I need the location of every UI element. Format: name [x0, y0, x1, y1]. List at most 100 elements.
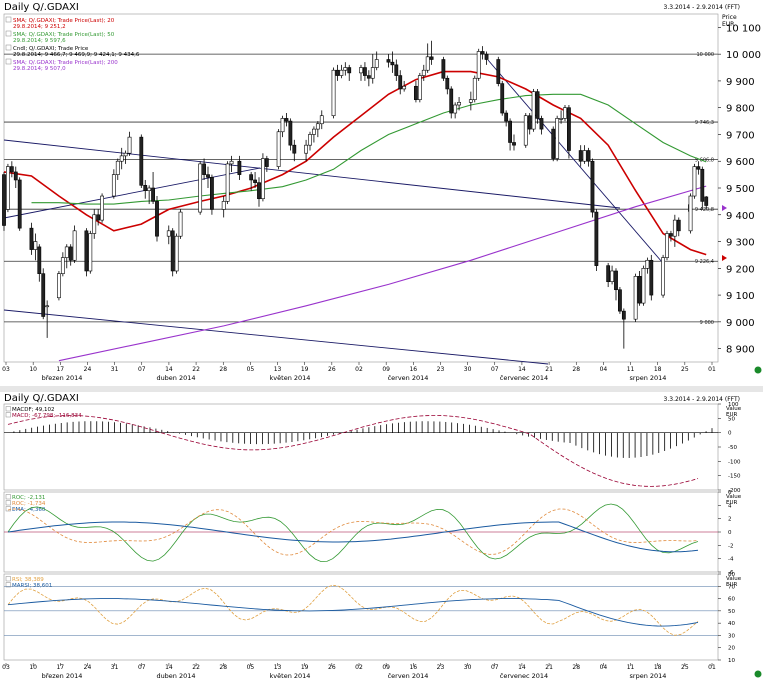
date-day-label: 28: [572, 664, 580, 671]
candle-body: [253, 179, 257, 183]
date-day-label: 11: [627, 664, 635, 671]
candle-body: [319, 115, 324, 125]
roc-line: [7, 503, 699, 563]
date-day-label: 17: [56, 664, 64, 671]
trendline: [3, 139, 621, 209]
legend-checkbox: [5, 412, 11, 418]
price-axis-currency: EUR: [722, 21, 734, 28]
sma50-line: [31, 93, 707, 205]
candle-body: [578, 150, 583, 162]
candle-body: [594, 211, 599, 266]
panel-unit: Value: [726, 576, 742, 582]
candle-body: [704, 196, 709, 206]
candle-body: [100, 195, 104, 221]
date-day-label: 28: [219, 366, 227, 373]
panel-tick-label: 0: [728, 431, 732, 437]
candle-body: [523, 115, 528, 146]
price-tick-label: 9 500: [726, 184, 755, 195]
date-day-label: 18: [654, 366, 662, 373]
candle-body: [347, 67, 352, 74]
candle-body: [484, 53, 489, 60]
date-month-label: červenec 2014: [500, 672, 548, 680]
divider-status-icon: [754, 366, 762, 374]
candle-body: [331, 69, 336, 117]
date-day-label: 07: [138, 366, 146, 373]
chart-title: Daily Q/.GDAXI: [4, 2, 79, 13]
candle-body: [308, 134, 312, 146]
date-month-label: duben 2014: [156, 672, 195, 680]
level-label: 9 226,4: [695, 259, 714, 265]
date-day-label: 16: [409, 366, 417, 373]
candle-body: [531, 91, 536, 130]
candle-body: [88, 233, 93, 272]
candle-body: [6, 166, 10, 210]
legend-checkbox: [5, 406, 11, 412]
candle-body: [425, 56, 430, 71]
candle-body: [139, 136, 144, 186]
legend-series-name: EMA; -4,360: [12, 507, 46, 513]
candle-body: [370, 67, 375, 79]
candle-body: [614, 270, 618, 291]
panel-tick-label: -2: [728, 543, 733, 549]
date-day-label: 23: [437, 664, 445, 671]
date-axis-bottom: 03 10 17 24 31 07 14 22 28 05 13 19 26 02 09 16 23 30 07 14…: [2, 663, 716, 680]
panel-tick-label: 20: [728, 646, 735, 652]
date-day-label: 23: [437, 366, 445, 373]
date-day-label: 14: [165, 366, 173, 373]
panel-tick-label: -200: [728, 488, 741, 494]
candle-body: [84, 230, 89, 272]
legend-series-name: RSI; 38,389: [12, 577, 44, 583]
roc2-line: [7, 508, 699, 556]
candle-body: [508, 120, 512, 143]
panel-tick-label: -50: [728, 445, 737, 451]
date-day-label: 04: [600, 664, 608, 671]
date-day-label: 25: [681, 664, 689, 671]
panel-tick-label: 0: [728, 530, 732, 536]
panel-tick-label: -150: [728, 474, 741, 480]
candle-body: [669, 233, 673, 237]
date-day-label: 01: [708, 366, 716, 373]
panel-currency: EUR: [726, 582, 738, 588]
candle-body: [414, 85, 418, 100]
panel-tick-label: 10: [728, 658, 735, 664]
candle-body: [13, 171, 18, 181]
date-month-label: březen 2014: [42, 672, 83, 680]
date-day-label: 10: [29, 664, 37, 671]
date-month-label: květen 2014: [270, 672, 311, 680]
candle-body: [276, 131, 281, 167]
subchart-date-range: 3.3.2014 - 2.9.2014 (FFT): [664, 396, 740, 403]
candle-body: [476, 51, 481, 79]
candle-body: [567, 107, 571, 151]
candle-body: [429, 56, 434, 60]
panel-tick-label: -4: [728, 557, 734, 563]
panel-divider: [0, 386, 763, 392]
rsi-line: [7, 584, 699, 636]
date-day-label: 24: [84, 664, 92, 671]
candle-body: [441, 59, 446, 79]
candle-body: [127, 136, 132, 154]
candle-body: [641, 268, 646, 304]
panel-tick-label: 70: [728, 584, 735, 590]
panel-tick-label: -6: [728, 570, 734, 576]
subchart-title: Daily Q/.GDAXI: [4, 393, 79, 404]
panel-currency: EUR: [726, 500, 738, 506]
panel-tick-label: 100: [728, 402, 739, 408]
date-month-label: květen 2014: [270, 374, 311, 382]
date-range: 3.3.2014 - 2.9.2014 (FFT): [664, 4, 740, 11]
legend-series-name: ROC; -2,131: [12, 495, 45, 501]
legend-series-value: 29.8.2014; 9 251,2: [13, 24, 66, 30]
sma-price-marker: [722, 255, 727, 261]
candle-body: [688, 195, 693, 232]
main-price-panel: 10 000 9 746,3 9 606,8 9 420,8 9 226,4 9 000 1…: [2, 13, 761, 365]
candle-body: [661, 257, 665, 296]
date-day-label: 19: [301, 664, 309, 671]
date-day-label: 30: [464, 664, 472, 671]
legend-checkbox: [5, 576, 11, 582]
panel-currency: EUR: [726, 412, 738, 418]
price-tick-label: 10 000: [726, 50, 761, 61]
candle-body: [202, 163, 206, 175]
candle-body: [618, 289, 622, 312]
panel-unit: Value: [726, 406, 742, 412]
